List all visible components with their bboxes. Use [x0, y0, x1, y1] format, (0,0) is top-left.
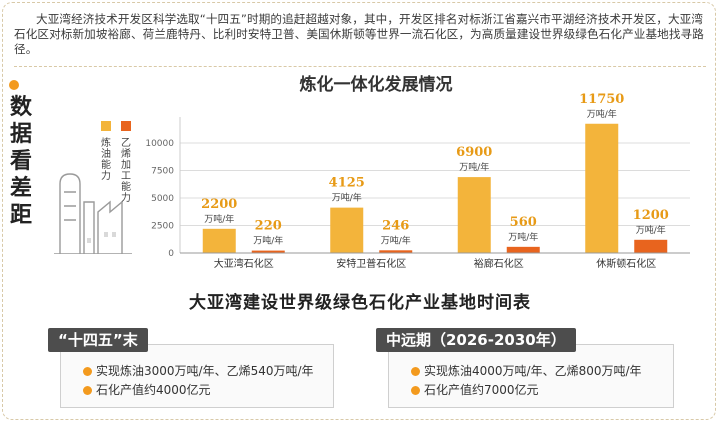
unit-label: 万吨/年	[332, 192, 362, 204]
card-tab: 中远期（2026-2030年）	[376, 328, 576, 352]
y-tick-label: 7500	[151, 167, 174, 177]
x-tick-label: 大亚湾石化区	[214, 257, 274, 270]
bar-ethylene	[251, 250, 285, 253]
side-title-char: 看	[9, 149, 32, 174]
card-tab: “十四五”末	[48, 328, 148, 352]
card-item-text: 实现炼油3000万吨/年、乙烯540万吨/年	[96, 364, 314, 378]
bullet-dot	[411, 367, 420, 376]
card-body: 实现炼油4000万吨/年、乙烯800万吨/年 石化产值约7000亿元	[388, 344, 674, 408]
bar-refining	[330, 207, 364, 253]
bar-refining	[202, 228, 236, 253]
section-dot	[9, 80, 19, 90]
side-title: 数 据 看 差 距	[8, 94, 34, 229]
bar-ethylene	[506, 246, 540, 253]
data-label-ethylene: 560	[510, 215, 537, 230]
data-label-ethylene: 246	[382, 218, 409, 233]
timeline-card-midterm: 中远期（2026-2030年） 实现炼油4000万吨/年、乙烯800万吨/年 石…	[376, 328, 674, 412]
x-tick-label: 裕廊石化区	[474, 257, 524, 270]
bar-refining	[585, 123, 619, 253]
x-tick-label: 休斯顿石化区	[596, 257, 656, 270]
legend-swatch	[121, 121, 131, 131]
factory-icon	[54, 173, 132, 254]
data-label-refining: 11750	[579, 92, 624, 107]
legend-swatch	[101, 121, 111, 131]
x-axis: 大亚湾石化区 安特卫普石化区 裕廊石化区 休斯顿石化区	[180, 252, 690, 270]
bullet-dot	[83, 386, 92, 395]
data-label-refining: 4125	[329, 176, 365, 191]
bullet-dot	[411, 386, 420, 395]
card-item: 石化产值约4000亿元	[83, 382, 211, 398]
data-label-ethylene: 220	[255, 219, 282, 234]
y-tick-label: 5000	[151, 194, 174, 204]
card-item-text: 石化产值约7000亿元	[424, 383, 539, 397]
x-tick-label: 安特卫普石化区	[336, 257, 406, 270]
legend-label: 乙烯加工能力	[121, 137, 131, 204]
card-item-text: 实现炼油4000万吨/年、乙烯800万吨/年	[424, 364, 642, 378]
data-label-ethylene: 1200	[633, 208, 669, 223]
y-tick-label: 0	[168, 249, 174, 259]
unit-label: 万吨/年	[636, 224, 666, 236]
unit-label: 万吨/年	[381, 234, 411, 246]
card-item: 石化产值约7000亿元	[411, 382, 539, 398]
card-item: 实现炼油4000万吨/年、乙烯800万吨/年	[411, 363, 642, 379]
unit-label: 万吨/年	[253, 235, 283, 247]
y-axis: 0 2500 5000 7500 10000	[145, 117, 181, 259]
side-title-char: 差	[9, 176, 32, 201]
timeline-card-14th: “十四五”末 实现炼油3000万吨/年、乙烯540万吨/年 石化产值约4000亿…	[48, 328, 334, 412]
side-title-char: 数	[9, 95, 32, 120]
side-title-char: 据	[9, 122, 32, 147]
y-tick-label: 10000	[145, 139, 174, 149]
data-label-refining: 6900	[456, 145, 492, 160]
legend-label: 炼油能力	[101, 136, 111, 182]
unit-label: 万吨/年	[508, 231, 538, 243]
intro-paragraph: 大亚湾经济技术开发区科学选取“十四五”时期的追赶超越对象，其中，开发区排名对标浙…	[14, 12, 704, 56]
data-label-refining: 2200	[201, 197, 237, 212]
unit-label: 万吨/年	[204, 213, 234, 225]
card-item-text: 石化产值约4000亿元	[96, 383, 211, 397]
card-body: 实现炼油3000万吨/年、乙烯540万吨/年 石化产值约4000亿元	[60, 344, 334, 408]
chart-title: 炼化一体化发展情况	[300, 74, 453, 95]
timeline-title: 大亚湾建设世界级绿色石化产业基地时间表	[189, 293, 531, 313]
bar-ethylene	[379, 250, 413, 253]
bar-refining	[457, 177, 491, 253]
intro-divider	[14, 66, 706, 67]
infographic-frame	[2, 2, 716, 420]
card-item: 实现炼油3000万吨/年、乙烯540万吨/年	[83, 363, 314, 379]
y-tick-label: 2500	[151, 222, 174, 232]
unit-label: 万吨/年	[587, 108, 617, 120]
unit-label: 万吨/年	[459, 161, 489, 173]
bullet-dot	[83, 367, 92, 376]
bar-ethylene	[634, 239, 668, 253]
side-title-char: 距	[9, 203, 32, 228]
